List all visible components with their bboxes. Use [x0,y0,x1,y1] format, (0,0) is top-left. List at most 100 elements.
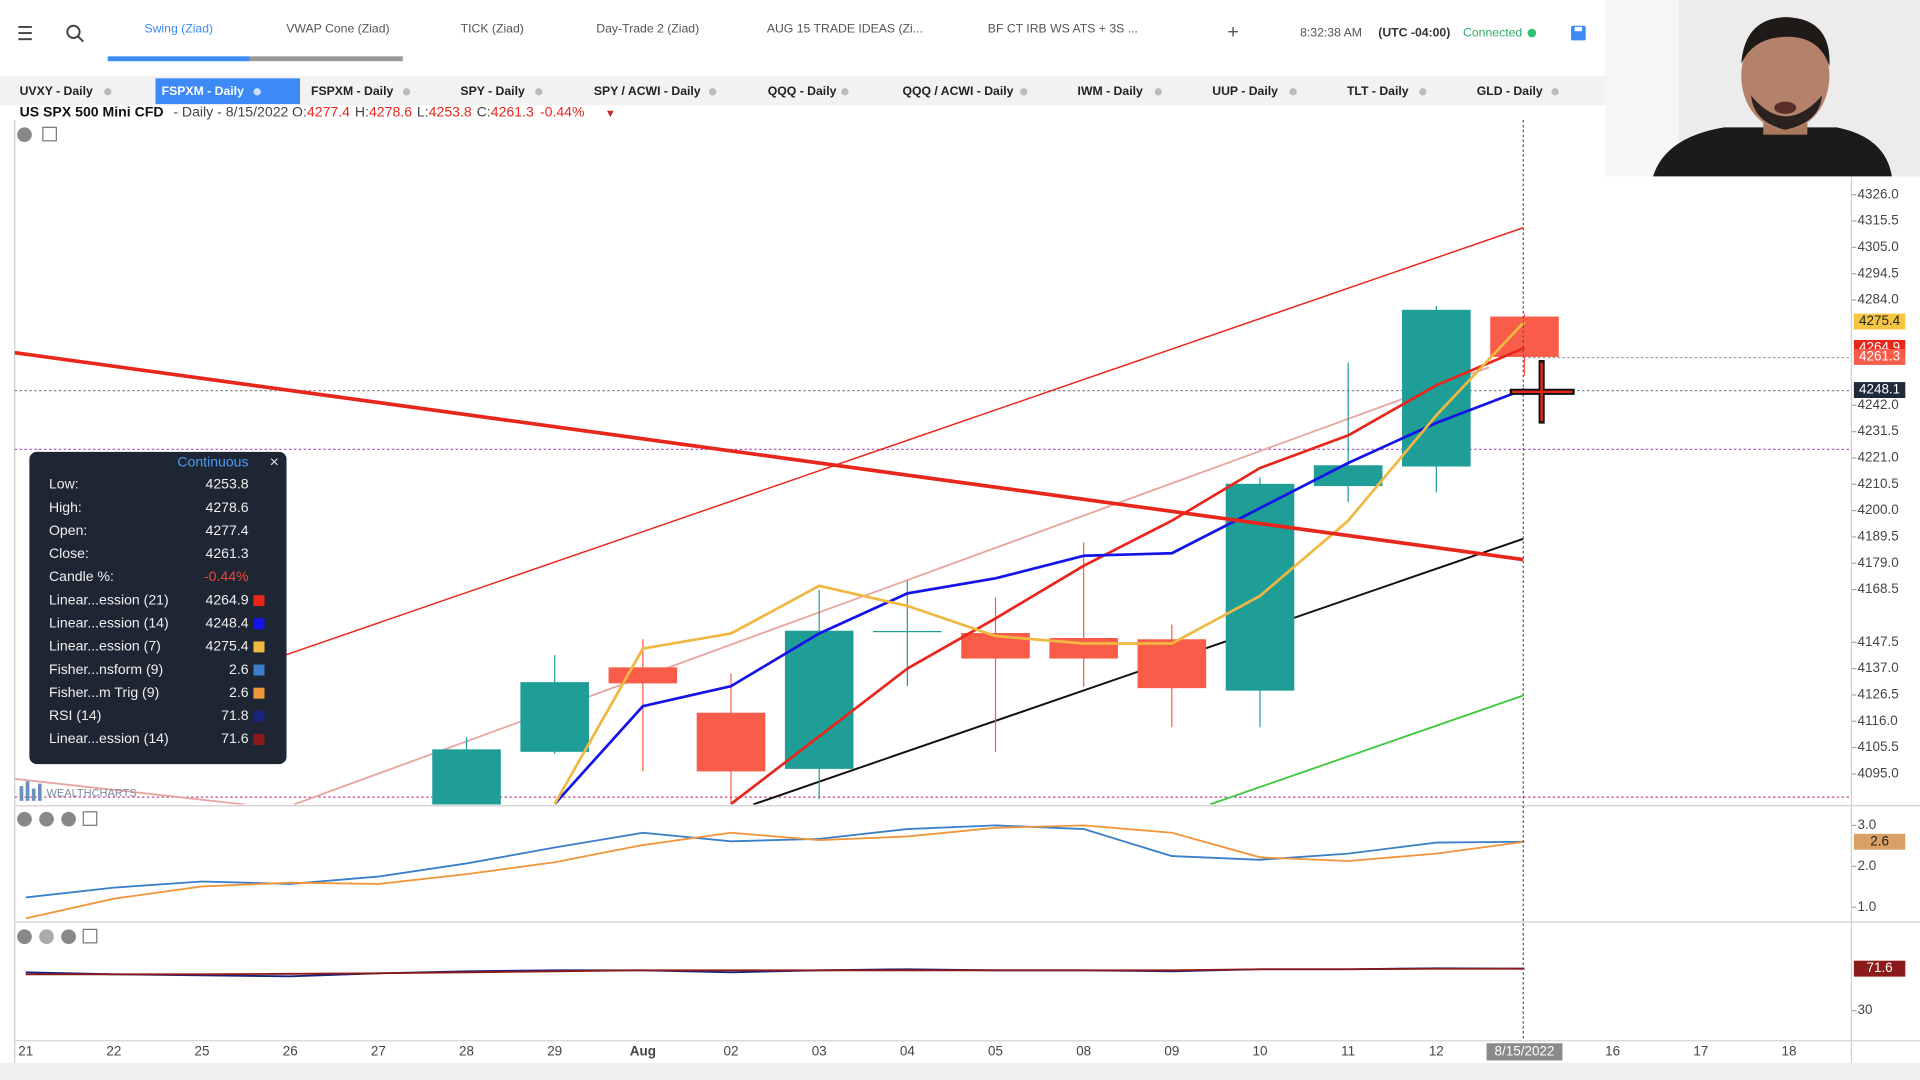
x-tick-label: 16 [1605,1043,1620,1058]
workspace-tab[interactable]: TICK (Ziad) [461,22,524,36]
watermark-logo [19,781,42,801]
trend-line [281,227,1524,658]
workspace-tab[interactable]: Swing (Ziad) [144,22,213,36]
y-tick-label: 2.0 [1858,858,1877,873]
candle-body [873,630,942,633]
y-tick-label: 4105.5 [1858,739,1899,754]
workspace-tab[interactable]: BF CT IRB WS ATS + 3S ... [988,22,1138,36]
tab-close-dot [535,88,543,96]
legend-label: Candle %: [49,568,114,584]
workspace-tab[interactable]: AUG 15 TRADE IDEAS (Zi... [767,22,923,36]
legend-value: 71.8 [221,707,249,723]
indicator-line [25,967,1525,976]
legend-label: High: [49,499,82,515]
legend-label: Low: [49,476,79,492]
legend-value: 4278.6 [206,499,249,515]
menu-icon[interactable] [18,25,32,41]
date-highlight [1486,1043,1563,1061]
y-tick-label: 4242.0 [1858,397,1899,412]
workspace-tab[interactable]: Day-Trade 2 (Ziad) [596,22,699,36]
rsi-series [25,967,1525,978]
legend-value: 4275.4 [206,638,249,654]
symbol-tab[interactable]: FSPXM - Daily [162,84,244,98]
y-tick-label: 4147.5 [1858,634,1899,649]
tab-close-dot [402,88,411,96]
price-badge [1853,833,1906,850]
x-tick-label: 12 [1429,1043,1444,1058]
tab-close-dot [1020,88,1028,96]
symbol-tab[interactable]: SPY / ACWI - Daily [594,84,701,98]
add-tab-button[interactable]: + [1227,21,1238,43]
price-badge [1853,382,1906,398]
x-tick-label: 09 [1164,1043,1179,1058]
symbol-tab[interactable]: UUP - Daily [1212,84,1278,98]
y-tick-label: 4315.5 [1858,213,1899,228]
legend-title: Continuous [177,454,248,470]
indicator-line [730,346,1526,805]
close-legend[interactable]: × [270,454,279,471]
legend-label: Linear...ession (14) [49,614,169,630]
y-tick-label: 4326.0 [1858,186,1899,201]
symbol-tab[interactable]: SPY - Daily [460,84,525,98]
legend-value: 2.6 [229,661,249,677]
status-strip [0,1062,1920,1080]
legend-label: Close: [49,545,89,561]
x-tick-label: 18 [1781,1043,1796,1058]
active-tab-underline [107,56,250,62]
symbol-tab[interactable]: TLT - Daily [1347,84,1409,98]
tab-close-dot [1551,88,1559,96]
y-tick-label: 4189.5 [1858,529,1899,544]
legend-swatch [253,687,265,699]
trend-line [293,366,1490,805]
y-tick-label: 4126.5 [1858,686,1899,701]
legend-label: Linear...ession (14) [49,730,169,746]
x-tick-label: 8/15/2022 [1495,1043,1555,1058]
dropdown: ▼ [605,108,616,120]
workspace-tab[interactable]: VWAP Cone (Ziad) [286,22,389,36]
search-icon[interactable] [66,24,84,43]
y-tick-label: 4168.5 [1858,581,1899,596]
symbol-period: - Daily - 8/15/2022 [173,103,288,119]
y-tick-label: 4231.5 [1858,423,1899,438]
legend-label: Linear...ession (7) [49,638,161,654]
x-tick-label: 05 [988,1043,1003,1058]
x-tick-label: 29 [547,1043,562,1058]
symbol-tab[interactable]: UVXY - Daily [20,84,93,98]
candle-body [1225,483,1295,691]
connection-status: Connected [1463,25,1522,39]
symbol-tab[interactable]: QQQ / ACWI - Daily [902,84,1013,98]
x-tick-label: 28 [459,1043,474,1058]
legend-swatch [253,733,265,745]
candle-body [784,630,854,769]
y-tick-label: 4179.0 [1858,555,1899,570]
x-tick-label: 03 [812,1043,827,1058]
y-tick-label: 4095.0 [1858,765,1899,780]
candle-body [1137,639,1207,689]
x-tick-label: Aug [630,1043,656,1058]
x-tick-label: 10 [1253,1043,1268,1058]
legend-swatch [253,664,265,676]
symbol-tab[interactable]: IWM - Daily [1078,84,1143,98]
y-tick-label: 4210.5 [1858,476,1899,491]
candle-body [696,712,766,772]
ohlc-value: 4253.8 [429,103,472,119]
symbol-tab[interactable]: GLD - Daily [1477,84,1543,98]
y-tick-label: 4294.5 [1858,265,1899,280]
x-tick-label: 26 [283,1043,298,1058]
symbol-tab[interactable]: QQQ - Daily [768,84,837,98]
y-tick-label: 4200.0 [1858,502,1899,517]
x-tick-label: 22 [106,1043,121,1058]
pane-controls[interactable] [17,126,98,945]
ohlc-label: H: [355,103,369,119]
symbol-tab[interactable]: FSPXM - Daily [311,84,393,98]
legend-value: -0.44% [204,568,249,584]
save-icon[interactable] [1571,25,1586,41]
legend-label: Fisher...nsform (9) [49,661,163,677]
trend-line [14,350,1524,562]
ohlc-value: 4261.3 [491,103,534,119]
legend-swatch [253,618,265,630]
indicator-line [553,320,1526,805]
legend-value: 4264.9 [206,591,249,607]
legend-value: 4277.4 [206,522,249,538]
status-dot [1527,28,1537,38]
